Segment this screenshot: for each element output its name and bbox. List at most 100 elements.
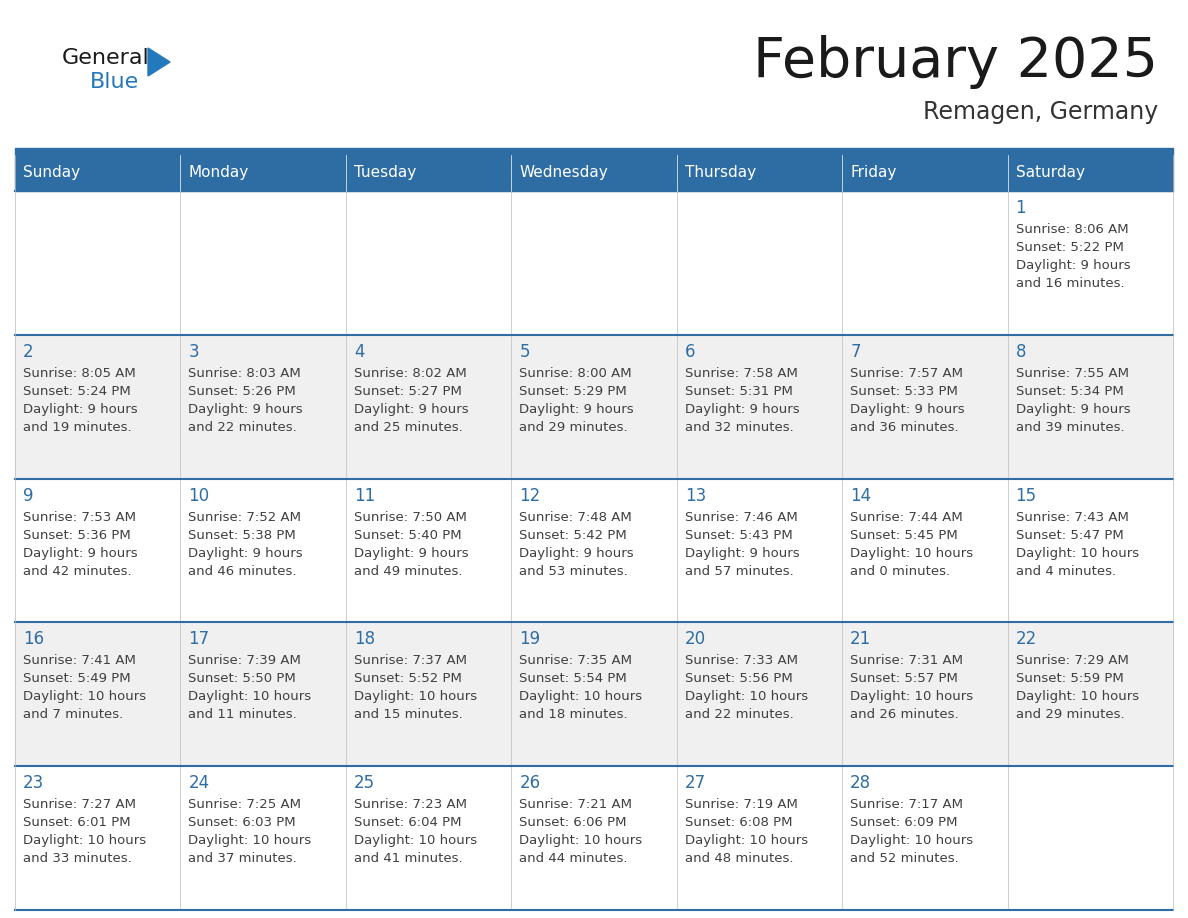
Text: 18: 18 [354, 631, 375, 648]
Text: Sunset: 6:09 PM: Sunset: 6:09 PM [851, 816, 958, 829]
Text: and 7 minutes.: and 7 minutes. [23, 709, 124, 722]
Bar [842, 767, 1007, 910]
Text: Friday: Friday [851, 165, 897, 181]
Text: 28: 28 [851, 774, 871, 792]
Text: and 18 minutes.: and 18 minutes. [519, 709, 628, 722]
Text: Sunset: 6:06 PM: Sunset: 6:06 PM [519, 816, 627, 829]
Text: Daylight: 9 hours: Daylight: 9 hours [519, 546, 634, 560]
Text: Daylight: 9 hours: Daylight: 9 hours [354, 403, 468, 416]
Text: Daylight: 9 hours: Daylight: 9 hours [189, 403, 303, 416]
Bar [511, 478, 677, 622]
Bar [677, 335, 842, 478]
Text: Sunrise: 7:31 AM: Sunrise: 7:31 AM [851, 655, 963, 667]
Bar [511, 767, 677, 910]
Text: Sunrise: 8:05 AM: Sunrise: 8:05 AM [23, 367, 135, 380]
Text: Daylight: 10 hours: Daylight: 10 hours [189, 834, 311, 847]
Text: Daylight: 10 hours: Daylight: 10 hours [684, 834, 808, 847]
Text: Sunset: 5:45 PM: Sunset: 5:45 PM [851, 529, 958, 542]
Text: Daylight: 10 hours: Daylight: 10 hours [851, 690, 973, 703]
Text: Sunset: 5:56 PM: Sunset: 5:56 PM [684, 672, 792, 686]
Text: Sunrise: 8:02 AM: Sunrise: 8:02 AM [354, 367, 467, 380]
Bar [677, 155, 842, 191]
Text: Sunset: 6:03 PM: Sunset: 6:03 PM [189, 816, 296, 829]
Text: Sunrise: 7:19 AM: Sunrise: 7:19 AM [684, 798, 797, 812]
Text: Sunset: 6:04 PM: Sunset: 6:04 PM [354, 816, 461, 829]
Text: Sunrise: 7:52 AM: Sunrise: 7:52 AM [189, 510, 302, 523]
Text: Daylight: 9 hours: Daylight: 9 hours [1016, 259, 1130, 272]
Text: 19: 19 [519, 631, 541, 648]
Text: Sunrise: 7:33 AM: Sunrise: 7:33 AM [684, 655, 797, 667]
Text: Sunrise: 7:27 AM: Sunrise: 7:27 AM [23, 798, 135, 812]
Text: and 15 minutes.: and 15 minutes. [354, 709, 462, 722]
Text: 7: 7 [851, 342, 860, 361]
Text: Daylight: 9 hours: Daylight: 9 hours [1016, 403, 1130, 416]
Bar [1007, 478, 1173, 622]
Text: and 42 minutes.: and 42 minutes. [23, 565, 132, 577]
Text: Sunset: 5:43 PM: Sunset: 5:43 PM [684, 529, 792, 542]
Text: and 39 minutes.: and 39 minutes. [1016, 420, 1124, 434]
Text: Daylight: 9 hours: Daylight: 9 hours [23, 546, 138, 560]
Text: Sunrise: 7:43 AM: Sunrise: 7:43 AM [1016, 510, 1129, 523]
Bar [842, 478, 1007, 622]
Bar [511, 335, 677, 478]
Polygon shape [148, 48, 170, 76]
Text: Daylight: 10 hours: Daylight: 10 hours [851, 546, 973, 560]
Text: Sunrise: 7:37 AM: Sunrise: 7:37 AM [354, 655, 467, 667]
Text: 13: 13 [684, 487, 706, 505]
Text: Sunset: 5:49 PM: Sunset: 5:49 PM [23, 672, 131, 686]
Text: 16: 16 [23, 631, 44, 648]
Text: and 22 minutes.: and 22 minutes. [189, 420, 297, 434]
Bar [677, 478, 842, 622]
Text: 10: 10 [189, 487, 209, 505]
Text: Daylight: 9 hours: Daylight: 9 hours [354, 546, 468, 560]
Text: Sunset: 5:54 PM: Sunset: 5:54 PM [519, 672, 627, 686]
Text: Sunrise: 8:00 AM: Sunrise: 8:00 AM [519, 367, 632, 380]
Text: and 41 minutes.: and 41 minutes. [354, 852, 462, 865]
Text: Daylight: 10 hours: Daylight: 10 hours [519, 690, 643, 703]
Bar [15, 767, 181, 910]
Text: Sunset: 5:29 PM: Sunset: 5:29 PM [519, 385, 627, 397]
Text: Sunset: 5:24 PM: Sunset: 5:24 PM [23, 385, 131, 397]
Text: Sunrise: 7:55 AM: Sunrise: 7:55 AM [1016, 367, 1129, 380]
Text: Sunrise: 7:53 AM: Sunrise: 7:53 AM [23, 510, 135, 523]
Text: Sunrise: 7:48 AM: Sunrise: 7:48 AM [519, 510, 632, 523]
Text: Thursday: Thursday [684, 165, 756, 181]
Text: Sunday: Sunday [23, 165, 80, 181]
Text: Sunrise: 7:44 AM: Sunrise: 7:44 AM [851, 510, 963, 523]
Text: Daylight: 10 hours: Daylight: 10 hours [354, 690, 478, 703]
Text: 21: 21 [851, 631, 871, 648]
Text: and 36 minutes.: and 36 minutes. [851, 420, 959, 434]
Bar [677, 767, 842, 910]
Text: Daylight: 10 hours: Daylight: 10 hours [189, 690, 311, 703]
Bar [1007, 622, 1173, 767]
Text: Tuesday: Tuesday [354, 165, 416, 181]
Bar [1007, 767, 1173, 910]
Text: Daylight: 10 hours: Daylight: 10 hours [23, 834, 146, 847]
Text: Sunset: 5:22 PM: Sunset: 5:22 PM [1016, 241, 1124, 254]
Text: Daylight: 10 hours: Daylight: 10 hours [354, 834, 478, 847]
Text: Daylight: 9 hours: Daylight: 9 hours [189, 546, 303, 560]
Text: Sunset: 5:34 PM: Sunset: 5:34 PM [1016, 385, 1124, 397]
Bar [346, 155, 511, 191]
Text: Daylight: 10 hours: Daylight: 10 hours [23, 690, 146, 703]
Text: 24: 24 [189, 774, 209, 792]
Bar [181, 478, 346, 622]
Text: Sunset: 5:40 PM: Sunset: 5:40 PM [354, 529, 461, 542]
Text: and 16 minutes.: and 16 minutes. [1016, 277, 1124, 290]
Text: Monday: Monday [189, 165, 248, 181]
Bar [511, 622, 677, 767]
Text: Sunrise: 7:35 AM: Sunrise: 7:35 AM [519, 655, 632, 667]
Text: Sunset: 5:50 PM: Sunset: 5:50 PM [189, 672, 296, 686]
Text: Daylight: 9 hours: Daylight: 9 hours [684, 403, 800, 416]
Text: Sunrise: 7:50 AM: Sunrise: 7:50 AM [354, 510, 467, 523]
Bar [842, 155, 1007, 191]
Text: Daylight: 10 hours: Daylight: 10 hours [851, 834, 973, 847]
Text: 6: 6 [684, 342, 695, 361]
Text: Sunrise: 7:17 AM: Sunrise: 7:17 AM [851, 798, 963, 812]
Text: Sunrise: 7:25 AM: Sunrise: 7:25 AM [189, 798, 302, 812]
Text: Daylight: 10 hours: Daylight: 10 hours [684, 690, 808, 703]
Text: 14: 14 [851, 487, 871, 505]
Bar [15, 622, 181, 767]
Text: Sunset: 5:31 PM: Sunset: 5:31 PM [684, 385, 792, 397]
Text: and 11 minutes.: and 11 minutes. [189, 709, 297, 722]
